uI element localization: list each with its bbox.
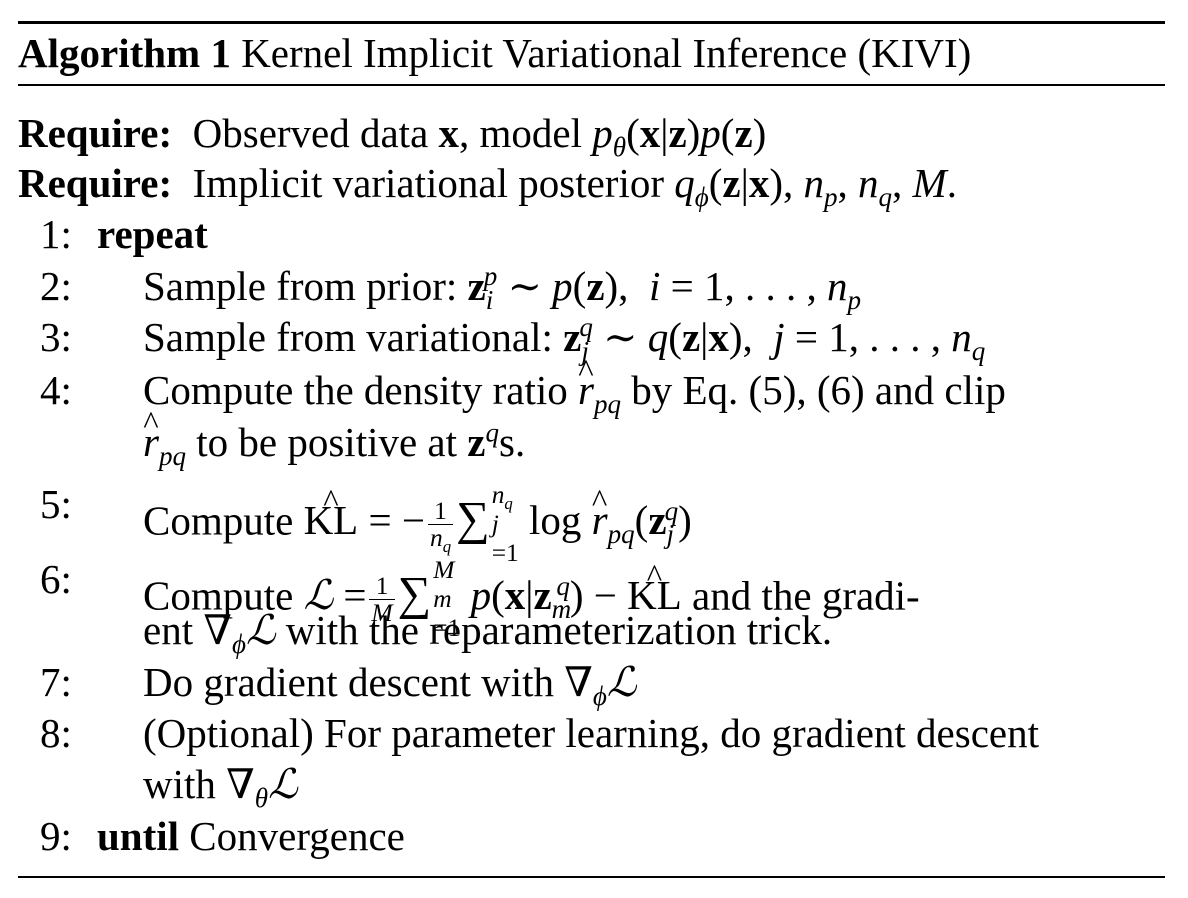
math-posterior: qϕ(z|x), np, nq, M. (674, 160, 957, 213)
math-grad-phi: ∇ϕℒ (564, 659, 637, 712)
step-6-continued: ent ∇ϕℒ with the reparameterization tric… (143, 607, 833, 660)
step-number: 5: (40, 481, 72, 527)
algorithm-title: Algorithm 1 Kernel Implicit Variational … (18, 30, 971, 76)
math-x: x (438, 110, 460, 156)
step-4: Compute the density ratio rpq by Eq. (5)… (143, 367, 1006, 418)
require-keyword: Require: (18, 110, 173, 156)
step-number: 2: (40, 263, 72, 309)
step-text: Do gradient descent with (143, 659, 555, 705)
step-1: repeat (97, 211, 208, 257)
step-text: Compute (143, 572, 294, 619)
require-text: Observed data (192, 110, 429, 156)
math-kl-estimate: KL = −1nq∑nqj=1 log rpq(zjq) (304, 481, 692, 567)
math-ratio: rpq (143, 419, 186, 470)
require-text-2: , model (459, 110, 583, 156)
step-number: 3: (40, 314, 72, 360)
step-text: (Optional) For parameter learning, do gr… (143, 710, 1039, 756)
step-number: 7: (40, 659, 72, 705)
step-7: Do gradient descent with ∇ϕℒ (143, 659, 637, 712)
math-ratio: rpq (578, 367, 621, 418)
math-elbo: ℒ =1M∑Mm=1 p(x|zmq) − KL (304, 556, 682, 642)
step-8: (Optional) For parameter learning, do gr… (143, 710, 1039, 756)
step-text-3: to be positive at (196, 419, 458, 465)
step-text-2: with (143, 761, 216, 807)
step-number: 4: (40, 367, 72, 413)
step-text: Compute (143, 497, 294, 544)
step-8-continued: with ∇θℒ (143, 761, 298, 814)
step-number: 1: (40, 211, 72, 257)
step-text: Convergence (189, 813, 405, 859)
step-text-4: with the reparameterization trick. (285, 607, 833, 653)
require-keyword: Require: (18, 160, 173, 206)
step-text-2: and the gradi- (692, 572, 920, 619)
step-number: 9: (40, 813, 72, 859)
step-3: Sample from variational: zjq ∼ q(z|x), j… (143, 312, 986, 367)
step-text: Sample from prior: (143, 263, 458, 309)
algorithm-label: Algorithm 1 (18, 30, 231, 76)
step-number: 8: (40, 710, 72, 756)
step-9: until Convergence (97, 813, 405, 859)
step-number: 6: (40, 556, 72, 602)
require-line-1: Require: Observed data x, model pθ(x|z)p… (18, 110, 767, 163)
until-keyword: until (97, 813, 180, 859)
repeat-keyword: repeat (97, 211, 208, 257)
step-text-2: by Eq. (5), (6) and clip (631, 367, 1006, 413)
header-rule (18, 84, 1165, 86)
math-variational-sample: zjq ∼ q(z|x), j = 1, . . . , nq (563, 312, 986, 367)
top-rule (18, 21, 1165, 24)
step-2: Sample from prior: zip ∼ p(z), i = 1, . … (143, 261, 861, 316)
algorithm-name: Kernel Implicit Variational Inference (K… (241, 30, 972, 76)
step-text: Sample from variational: (143, 314, 553, 360)
math-model: pθ(x|z)p(z) (592, 110, 767, 163)
step-text: Compute the density ratio (143, 367, 568, 413)
step-text-3: ent (143, 607, 194, 653)
math-zq: zq (467, 417, 500, 465)
math-prior-sample: zip ∼ p(z), i = 1, . . . , np (467, 261, 861, 316)
step-4-continued: rpq to be positive at zqs. (143, 417, 526, 470)
math-grad-phi: ∇ϕℒ (203, 607, 276, 660)
math-grad-theta: ∇θℒ (226, 761, 298, 814)
step-5: Compute KL = −1nq∑nqj=1 log rpq(zjq) (143, 481, 692, 569)
require-text: Implicit variational posterior (192, 160, 664, 206)
step-6: Compute ℒ =1M∑Mm=1 p(x|zmq) − KL and the… (143, 556, 920, 644)
step-text-4: s. (499, 419, 526, 465)
require-line-2: Require: Implicit variational posterior … (18, 160, 957, 213)
bottom-rule (18, 876, 1165, 878)
